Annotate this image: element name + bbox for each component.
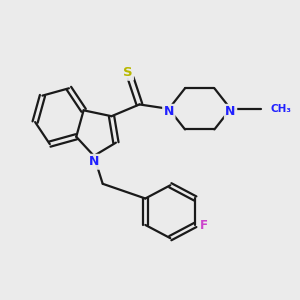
Text: CH₃: CH₃ [271,104,292,114]
Text: S: S [123,66,133,79]
Text: F: F [200,219,208,232]
Text: N: N [225,105,236,118]
Text: N: N [89,155,99,168]
Text: N: N [164,105,174,118]
